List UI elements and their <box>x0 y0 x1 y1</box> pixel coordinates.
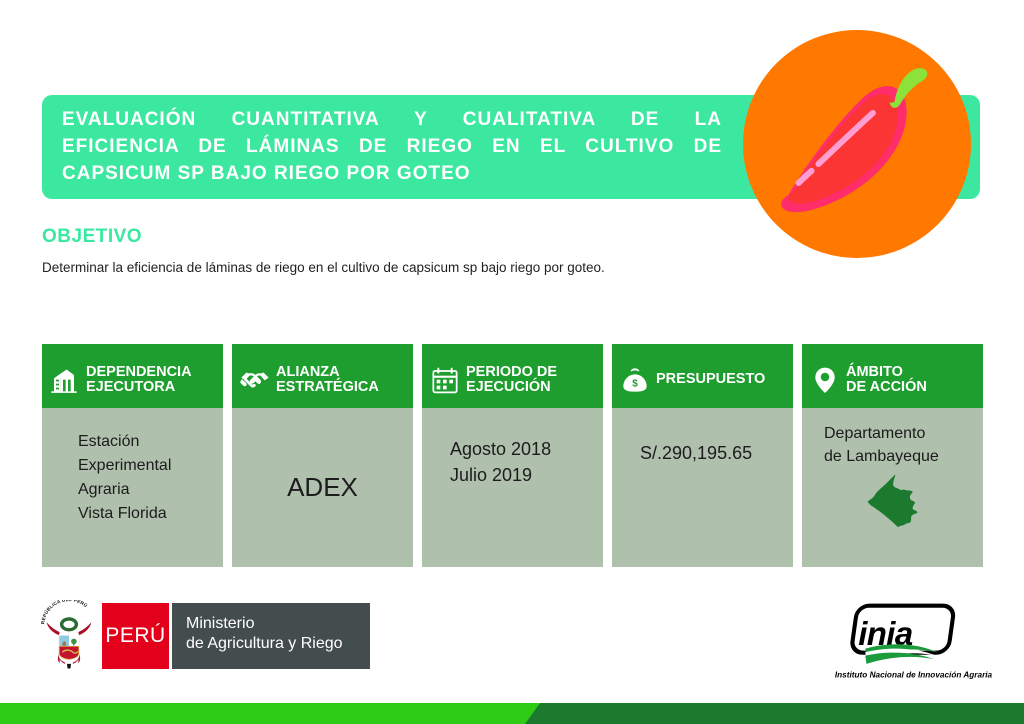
svg-text:Instituto Nacional de Innovaci: Instituto Nacional de Innovación Agraria <box>835 670 993 679</box>
